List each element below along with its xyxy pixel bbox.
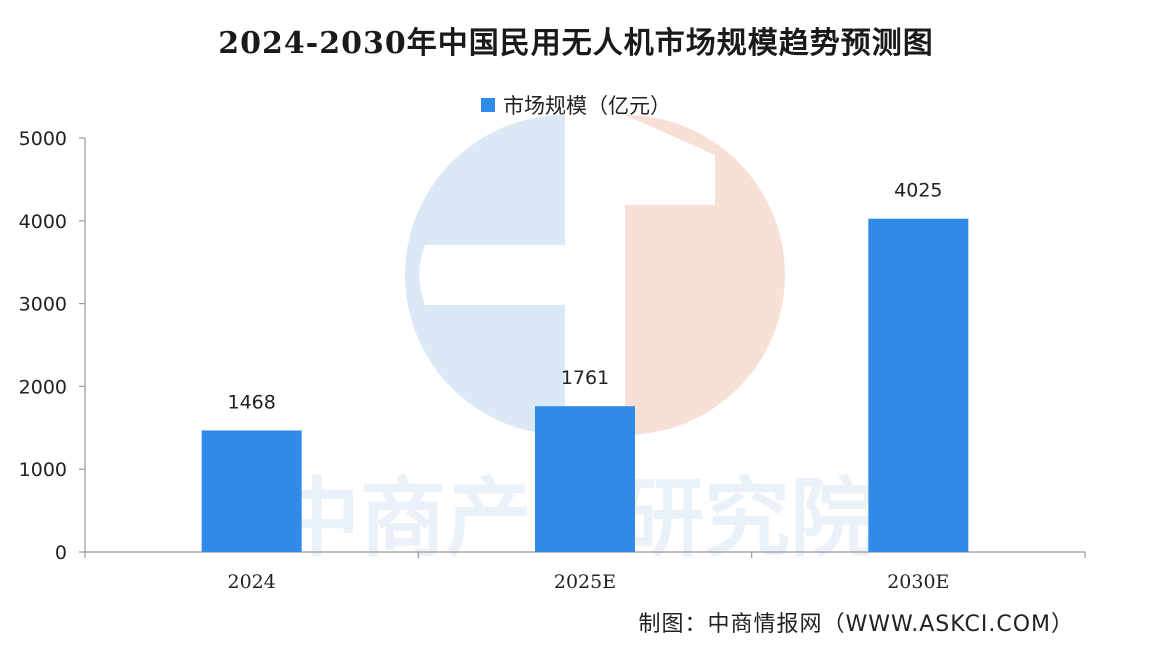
labels: 2024 1468 2025E 1761 2030E 4025 [227, 180, 949, 593]
legend: 市场规模（亿元） [0, 90, 1152, 120]
y-tick-label: 4000 [19, 211, 67, 233]
watermark-logo-blue [405, 115, 565, 435]
x-tick-label: 2030E [887, 571, 949, 593]
bar-2024 [201, 430, 302, 552]
data-label: 1761 [561, 367, 609, 389]
data-label: 1468 [227, 391, 275, 413]
watermark-logo-orange [625, 115, 785, 435]
source-credit: 制图：中商情报网（WWW.ASKCI.COM） [638, 612, 1074, 637]
chart-title: 2024-2030年中国民用无人机市场规模趋势预测图 [218, 26, 934, 61]
x-tick-label: 2025E [554, 571, 616, 593]
x-tick-label: 2024 [227, 571, 275, 593]
legend-label: 市场规模（亿元） [503, 94, 671, 118]
y-tick-label: 5000 [19, 128, 67, 150]
y-tick-label: 3000 [19, 294, 67, 316]
y-tick-label: 2000 [19, 376, 67, 398]
bars [201, 218, 969, 553]
y-tick-label: 0 [55, 542, 67, 564]
bar-2025E [535, 406, 635, 552]
legend-swatch [481, 98, 495, 112]
data-label: 4025 [894, 180, 942, 202]
bar-2030E [868, 218, 969, 553]
y-tick-label: 1000 [19, 459, 67, 481]
